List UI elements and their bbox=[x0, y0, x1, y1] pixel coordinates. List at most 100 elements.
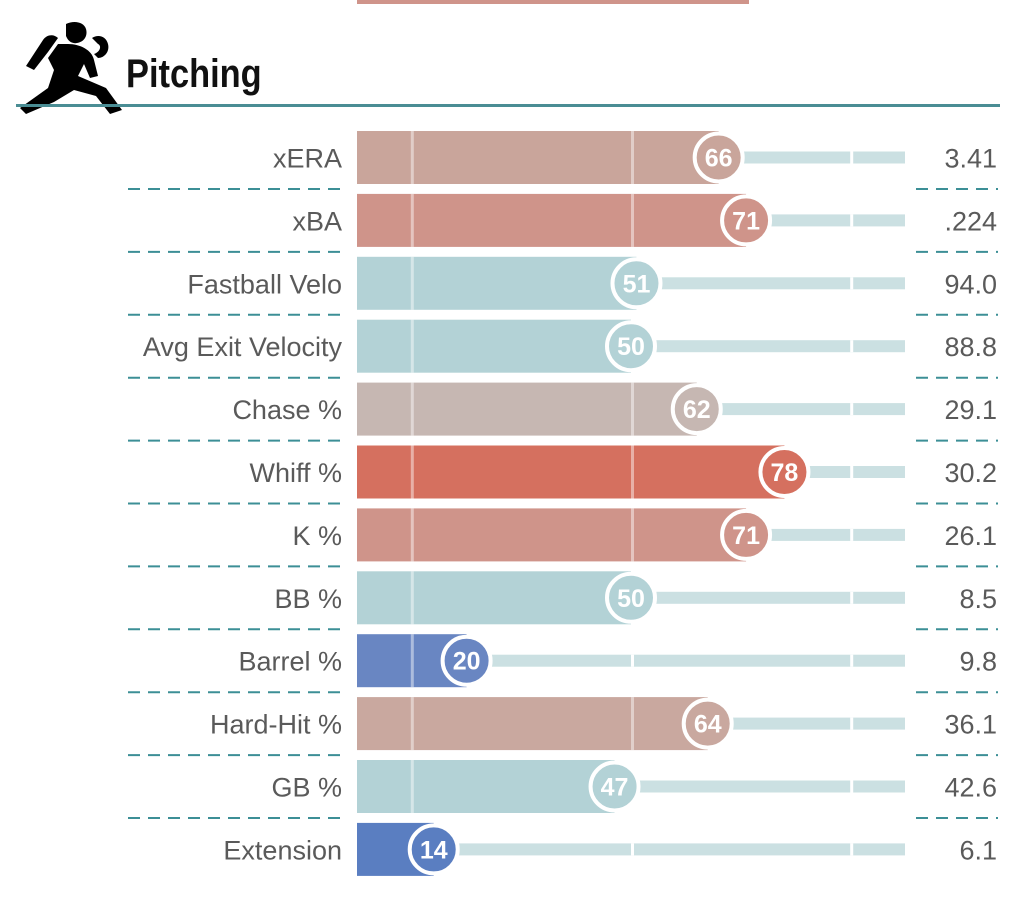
metric-value: 94.0 bbox=[944, 269, 997, 299]
reference-line bbox=[410, 319, 414, 373]
track-bar bbox=[746, 528, 905, 541]
metric-label: Fastball Velo bbox=[187, 269, 342, 299]
percentile-value: 50 bbox=[617, 333, 645, 361]
reference-line bbox=[850, 780, 854, 793]
percentile-value: 14 bbox=[420, 836, 448, 864]
reference-line bbox=[850, 340, 854, 353]
track-bar bbox=[636, 277, 905, 290]
section-title: Pitching bbox=[126, 52, 262, 96]
section-rule-line bbox=[16, 104, 1000, 107]
reference-line bbox=[410, 508, 414, 562]
reference-line bbox=[410, 193, 414, 247]
reference-line bbox=[631, 445, 634, 499]
reference-line bbox=[410, 131, 414, 184]
reference-line bbox=[850, 277, 854, 290]
reference-line bbox=[410, 760, 414, 813]
percentile-bar bbox=[357, 256, 637, 310]
percentile-bar bbox=[357, 697, 708, 751]
metric-value: 26.1 bbox=[944, 521, 997, 551]
percentile-bar bbox=[357, 571, 631, 625]
percentile-circle bbox=[670, 383, 723, 436]
percentile-value: 78 bbox=[771, 459, 799, 487]
percentile-circle bbox=[588, 760, 641, 813]
percentile-bar bbox=[357, 445, 785, 499]
track-bar bbox=[614, 780, 905, 793]
metric-label: Whiff % bbox=[249, 458, 342, 488]
reference-line bbox=[410, 571, 414, 625]
metric-label: Chase % bbox=[232, 395, 342, 425]
metric-label: Avg Exit Velocity bbox=[143, 332, 343, 362]
percentile-bar bbox=[357, 382, 697, 436]
track-bar bbox=[707, 717, 905, 730]
track-bar bbox=[466, 654, 905, 667]
previous-section-bar bbox=[357, 0, 749, 4]
percentile-circle bbox=[610, 257, 663, 310]
reference-line bbox=[850, 214, 854, 227]
section-rule bbox=[16, 104, 1000, 107]
percentile-circle bbox=[758, 446, 811, 498]
percentile-value: 66 bbox=[705, 145, 733, 173]
metric-value: 3.41 bbox=[944, 144, 997, 174]
reference-line bbox=[850, 654, 854, 667]
metric-value: 42.6 bbox=[944, 773, 997, 803]
reference-line bbox=[410, 697, 414, 751]
percentile-circle bbox=[407, 823, 460, 876]
percentile-value: 64 bbox=[694, 711, 722, 739]
pitcher-icon bbox=[20, 21, 122, 115]
percentile-circle bbox=[605, 571, 657, 624]
reference-line bbox=[631, 654, 634, 667]
percentile-bar bbox=[357, 508, 747, 562]
metric-value: .224 bbox=[944, 206, 997, 236]
percentile-circle bbox=[681, 697, 734, 750]
reference-line bbox=[850, 843, 854, 856]
percentile-circle bbox=[720, 194, 773, 247]
percentile-bar bbox=[357, 760, 615, 813]
reference-line bbox=[631, 193, 634, 247]
reference-line bbox=[850, 403, 854, 416]
percentile-value: 51 bbox=[623, 270, 651, 298]
track-bar bbox=[433, 843, 905, 856]
metric-value: 36.1 bbox=[944, 710, 997, 740]
reference-line bbox=[850, 528, 854, 541]
metric-label: xERA bbox=[273, 144, 342, 174]
percentile-circle bbox=[440, 634, 493, 687]
reference-line bbox=[410, 256, 414, 310]
reference-line bbox=[410, 445, 414, 499]
percentile-circle bbox=[692, 131, 745, 184]
metric-label: Extension bbox=[223, 835, 342, 865]
percentile-circle bbox=[605, 320, 657, 373]
metric-label: K % bbox=[292, 521, 342, 551]
percentile-value: 50 bbox=[617, 585, 645, 613]
metric-label: xBA bbox=[292, 206, 342, 236]
track-bar bbox=[631, 591, 905, 604]
percentile-bar bbox=[357, 319, 631, 373]
metric-label: Hard-Hit % bbox=[210, 710, 342, 740]
reference-line bbox=[631, 697, 634, 751]
reference-line bbox=[631, 843, 634, 856]
percentile-value: 71 bbox=[732, 522, 760, 550]
reference-line bbox=[631, 382, 634, 436]
percentile-value: 20 bbox=[453, 648, 481, 676]
track-bar bbox=[696, 403, 905, 416]
metric-label: Barrel % bbox=[238, 647, 342, 677]
percentile-bar bbox=[357, 131, 719, 184]
reference-line bbox=[850, 717, 854, 730]
metric-value: 88.8 bbox=[944, 332, 997, 362]
percentile-value: 71 bbox=[732, 207, 760, 235]
metric-value: 8.5 bbox=[959, 584, 997, 614]
percentile-circle bbox=[720, 508, 773, 561]
reference-line bbox=[850, 466, 854, 478]
metric-value: 29.1 bbox=[944, 395, 997, 425]
percentile-value: 62 bbox=[683, 396, 711, 424]
reference-line bbox=[850, 151, 854, 164]
metric-value: 6.1 bbox=[959, 835, 997, 865]
percentile-bar bbox=[357, 193, 747, 247]
reference-line bbox=[410, 382, 414, 436]
track-bar bbox=[631, 340, 905, 353]
reference-line bbox=[410, 634, 414, 688]
track-bar bbox=[718, 151, 905, 164]
reference-line bbox=[850, 591, 854, 604]
metric-label: BB % bbox=[274, 584, 342, 614]
percentile-value: 47 bbox=[601, 774, 629, 802]
